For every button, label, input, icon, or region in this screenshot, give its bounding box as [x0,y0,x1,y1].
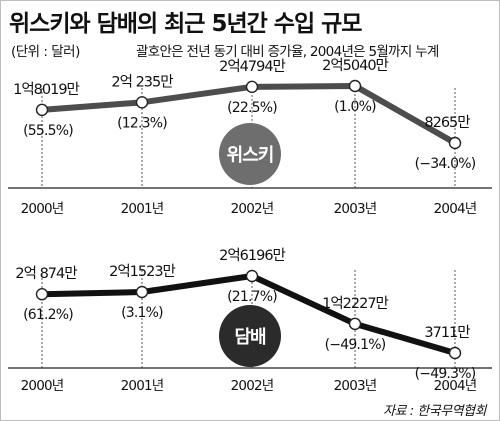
chart2-value-label: 1억2227만 [322,295,388,312]
chart1-growth-label: (22.5%) [227,100,277,116]
chart1-value-label: 1억8019만 [13,81,79,98]
chart2-data-point [245,269,259,283]
chart1-series-badge-label: 위스키 [227,145,274,166]
chart2-value-label: 2억6196만 [219,247,285,264]
chart2-value-label: 2억 874만 [15,265,77,282]
page-title: 위스키와 담배의 최근 5년간 수입 규모 [9,11,362,37]
chart2-tick-label: 2003년 [334,378,377,394]
chart2-value-label: 2억1523만 [109,263,175,280]
chart1-growth-label: (55.5%) [23,123,73,139]
unit-label: (단위 : 달러) [11,44,80,60]
chart2-data-point [135,285,149,299]
chart1-value-label: 2억5040만 [322,57,388,74]
chart2-growth-label: (−49.1%) [325,337,386,353]
chart1-data-point [348,79,362,93]
source-credit: 자료 : 한국무역협회 [383,404,486,419]
chart1-growth-label: (12.3%) [117,115,167,131]
chart2-growth-label: (61.2%) [23,307,73,323]
chart1-tick-label: 2002년 [231,201,274,217]
chart1-series-badge [219,123,281,185]
chart1-data-point [35,103,49,117]
chart1-value-label: 2억4794만 [219,58,285,75]
chart1-value-label: 2억 235만 [111,73,173,90]
chart-note: 괄호안은 전년 동기 대비 증가율, 2004년은 5월까지 누계 [136,44,439,60]
chart2-data-point [348,317,362,331]
chart1-tick-label: 2000년 [21,201,64,217]
chart2-data-point [35,288,49,301]
chart2-tick-label: 2001년 [121,378,164,394]
chart2-tick-label: 2002년 [231,378,274,394]
chart1-growth-label: (1.0%) [334,99,376,115]
chart1-data-point [135,96,149,109]
chart1-growth-label: (−34.0%) [415,156,476,172]
chart2-growth-label: (−49.3%) [415,366,476,382]
chart2-data-point [448,346,462,360]
chart1-value-label: 8265만 [424,114,470,131]
chart1-tick-label: 2001년 [121,201,164,217]
chart2-series-badge-label: 담배 [234,327,266,348]
chart1-data-point [448,136,462,150]
chart1-tick-label: 2004년 [434,201,477,217]
chart2-growth-label: (21.7%) [227,289,277,305]
chart2-tick-label: 2000년 [21,378,64,394]
chart2-series-badge [219,305,281,367]
chart1-tick-label: 2003년 [334,201,377,217]
chart2-tick-label: 2004년 [434,378,477,394]
chart2-value-label: 3711만 [424,324,470,341]
chart1-data-point [245,80,259,94]
chart2-growth-label: (3.1%) [121,305,163,321]
